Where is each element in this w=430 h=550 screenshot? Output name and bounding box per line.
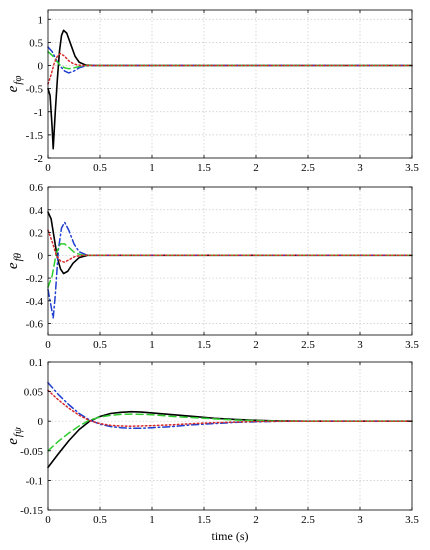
- y-tick-label: -1.5: [26, 130, 44, 142]
- y-tick-label: -0.4: [26, 296, 44, 308]
- axes-box: [47, 361, 413, 511]
- series-line-1: [47, 29, 413, 150]
- y-tick-label: 0: [38, 61, 44, 73]
- y-axis-label: efφ: [5, 76, 24, 93]
- series-line-3: [47, 50, 413, 70]
- x-tick-label: 1: [149, 339, 155, 351]
- series-line-2: [47, 221, 413, 319]
- x-tick-label: 3: [357, 162, 363, 174]
- y-tick-label: 0.6: [29, 182, 43, 194]
- x-tick-label: 3.5: [405, 162, 419, 174]
- series-line-1: [47, 211, 413, 275]
- series-line-3: [47, 413, 413, 452]
- y-tick-label: 0: [38, 416, 44, 428]
- y-axis-label: efψ: [5, 427, 24, 445]
- x-tick-label: 1: [149, 162, 155, 174]
- x-tick-label: 3.5: [405, 339, 419, 351]
- y-tick-label: -1: [34, 107, 43, 119]
- series-line-4: [47, 389, 413, 427]
- panel-3: 0 0.5 1 1.5 2 2.5 3 3.5 -0.15 -0.1 -0.05 0 0.05 0.1 ef…: [5, 357, 419, 543]
- y-tick-label: 0.4: [29, 205, 43, 217]
- x-axis-label: time (s): [212, 529, 249, 543]
- y-tick-label: 0.05: [24, 387, 44, 399]
- axes-box: [47, 186, 413, 336]
- y-tick-label: 0.2: [29, 228, 43, 240]
- y-tick-label: -0.05: [20, 446, 43, 458]
- y-axis-label: efθ: [5, 252, 24, 269]
- y-tick-label: 1: [38, 14, 44, 26]
- y-tick-label: -0.5: [26, 84, 44, 96]
- x-tick-label: 0.5: [93, 514, 107, 526]
- x-tick-label: 0: [45, 162, 51, 174]
- series-line-1: [47, 410, 413, 469]
- plot-area: [48, 10, 412, 158]
- x-tick-label: 0: [45, 514, 51, 526]
- panel-1: 0 0.5 1 1.5 2 2.5 3 3.5 -2 -1.5 -1 -0.5 0 0.5 1 efφ: [5, 9, 419, 174]
- y-tick-label: 0.1: [29, 357, 43, 369]
- x-tick-label: 2.5: [301, 514, 315, 526]
- y-tick-label: -2: [34, 153, 43, 165]
- x-tick-label: 2: [253, 514, 259, 526]
- series-line-4: [47, 229, 413, 263]
- series-line-3: [47, 243, 413, 288]
- axes-box: [47, 9, 413, 159]
- panel-2: 0 0.5 1 1.5 2 2.5 3 3.5 -0.6 -0.4 -0.2 0 0.2 0.4 0.6 ef…: [5, 182, 419, 351]
- x-tick-label: 2.5: [301, 162, 315, 174]
- y-tick-label: -0.2: [26, 273, 43, 285]
- y-tick-label: 0: [38, 250, 44, 262]
- x-tick-label: 2: [253, 339, 259, 351]
- x-tick-label: 3.5: [405, 514, 419, 526]
- plot-area: [48, 362, 412, 510]
- x-tick-label: 1.5: [197, 339, 211, 351]
- x-tick-label: 0: [45, 339, 51, 351]
- series-line-4: [47, 52, 413, 85]
- y-tick-label: -0.15: [20, 505, 43, 517]
- x-tick-label: 2: [253, 162, 259, 174]
- y-tick-label: 0.5: [29, 37, 43, 49]
- x-tick-label: 0.5: [93, 339, 107, 351]
- y-tick-label: -0.6: [26, 319, 44, 331]
- x-tick-label: 1: [149, 514, 155, 526]
- x-tick-label: 0.5: [93, 162, 107, 174]
- y-tick-label: -0.1: [26, 475, 43, 487]
- plot-area: [48, 187, 412, 335]
- x-tick-label: 1.5: [197, 514, 211, 526]
- x-tick-label: 2.5: [301, 339, 315, 351]
- x-tick-label: 3: [357, 514, 363, 526]
- x-tick-label: 3: [357, 339, 363, 351]
- x-tick-label: 1.5: [197, 162, 211, 174]
